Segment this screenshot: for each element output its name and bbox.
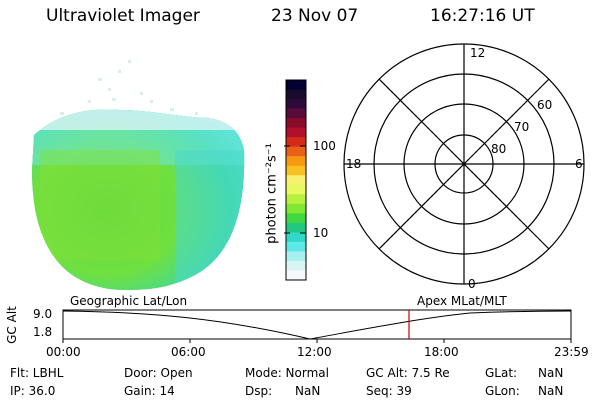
- colorbar-segment: [286, 213, 306, 224]
- colorbar-segment: [286, 99, 306, 110]
- date-label: 23 Nov 07: [271, 6, 359, 26]
- colorbar-segment: [286, 232, 306, 243]
- colorbar-segment: [286, 251, 306, 262]
- info-ip: IP: 36.0: [10, 384, 56, 398]
- info-filter: Flt: LBHL: [10, 366, 64, 380]
- colorbar-segment: [286, 194, 306, 205]
- lat-label-80: 80: [491, 142, 507, 156]
- info-dsp: Dsp: NaN: [245, 384, 321, 398]
- timeline-ylabel: GC Alt: [5, 306, 19, 344]
- colorbar-segment: [286, 118, 306, 129]
- colorbar-segment: [286, 203, 306, 214]
- xtick-1200: 12:00: [297, 345, 332, 359]
- info-gain: Gain: 14: [124, 384, 175, 398]
- colorbar-segment: [286, 260, 306, 271]
- colorbar-segment: [286, 80, 306, 91]
- xtick-0000: 00:00: [46, 345, 81, 359]
- uv-image: [32, 60, 245, 290]
- apex-title: Apex MLat/MLT: [417, 294, 507, 308]
- mlt-label-12: 12: [470, 46, 486, 60]
- altitude-timeline: [62, 309, 572, 343]
- colorbar-segment: [286, 241, 306, 252]
- xtick-2359: 23:59: [554, 345, 589, 359]
- colorbar-segment: [286, 184, 306, 195]
- colorbar-segment: [286, 89, 306, 100]
- colorbar-unit-label: photon cm⁻²s⁻¹: [264, 143, 280, 244]
- colorbar-segment: [286, 175, 306, 186]
- mlt-label-18: 18: [346, 157, 362, 171]
- info-glat-label: GLat:: [485, 366, 518, 380]
- polar-grid: [343, 43, 585, 285]
- time-label: 16:27:16 UT: [430, 6, 535, 26]
- xtick-1800: 18:00: [424, 345, 459, 359]
- info-glon-label: GLon:: [485, 384, 520, 398]
- mlt-label-6: 6: [575, 157, 583, 171]
- colorbar-segment: [286, 222, 306, 233]
- instrument-title: Ultraviolet Imager: [46, 6, 200, 26]
- colorbar-segment: [286, 146, 306, 157]
- geographic-title: Geographic Lat/Lon: [70, 294, 188, 308]
- mlt-label-0: 0: [468, 277, 476, 291]
- colorbar: [285, 79, 307, 281]
- colorbar-segment: [286, 137, 306, 148]
- colorbar-frame: [285, 79, 307, 281]
- lat-label-70: 70: [514, 120, 530, 134]
- xtick-0600: 06:00: [171, 345, 206, 359]
- colorbar-tick-10: 10: [313, 226, 329, 240]
- info-door: Door: Open: [124, 366, 193, 380]
- colorbar-segment: [286, 156, 306, 167]
- lat-label-60: 60: [537, 98, 553, 112]
- info-mode: Mode: Normal: [245, 366, 329, 380]
- colorbar-segment: [286, 165, 306, 176]
- info-glon-value: NaN: [538, 384, 564, 398]
- ytick-1-8: 1.8: [33, 325, 53, 339]
- info-seq: Seq: 39: [366, 384, 412, 398]
- ytick-9: 9.0: [33, 307, 53, 321]
- colorbar-segment: [286, 108, 306, 119]
- colorbar-segment: [286, 270, 306, 281]
- colorbar-tick-100: 100: [313, 139, 336, 153]
- info-gc-alt: GC Alt: 7.5 Re: [366, 366, 450, 380]
- info-glat-value: NaN: [538, 366, 564, 380]
- colorbar-segment: [286, 127, 306, 138]
